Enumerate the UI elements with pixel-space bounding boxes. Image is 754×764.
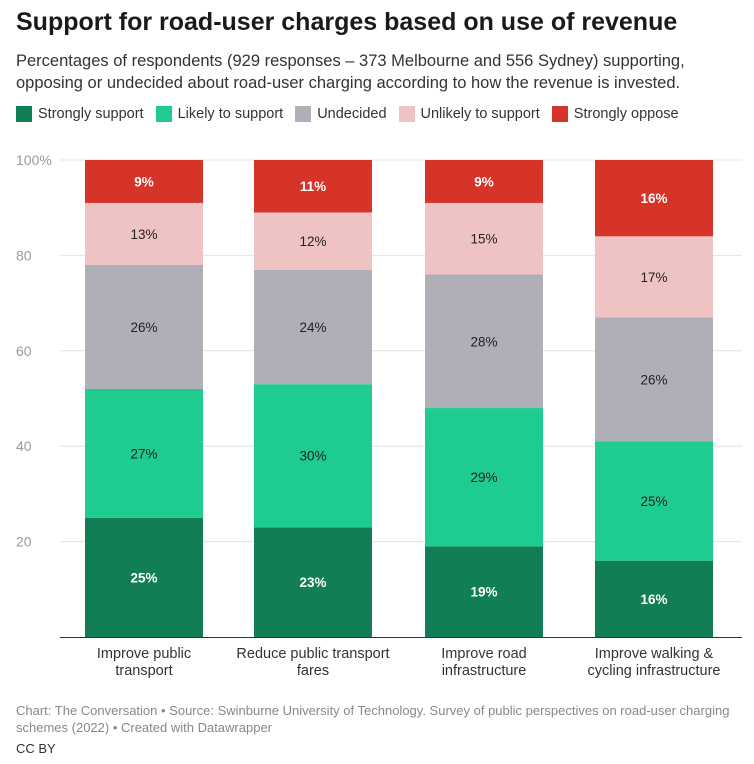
- legend-swatch: [155, 106, 172, 122]
- x-tick-label: Improve road infrastructure: [441, 646, 526, 679]
- data-label: 9%: [134, 174, 154, 189]
- x-tick-label-line: Reduce public transport: [236, 646, 389, 662]
- legend-label: Unlikely to support: [420, 106, 540, 122]
- x-tick-label-line: infrastructure: [442, 663, 527, 679]
- data-label: 11%: [300, 179, 326, 194]
- bar-segment: [254, 160, 372, 213]
- bar-segment: [425, 408, 543, 547]
- data-label: 29%: [470, 470, 497, 485]
- bar-segment: [85, 388, 203, 518]
- x-tick-label-line: Improve road: [441, 646, 526, 662]
- x-tick-label-line: Improve walking &: [595, 646, 714, 662]
- data-label: 25%: [130, 570, 157, 585]
- legend-item-strongly-support: Strongly support: [16, 106, 144, 122]
- legend-swatch: [295, 106, 312, 122]
- legend-label: Undecided: [317, 106, 387, 122]
- license-label: CC BY: [16, 741, 56, 756]
- data-label: 13%: [130, 227, 157, 242]
- bar-segment: [425, 202, 543, 275]
- data-label: 12%: [299, 234, 326, 249]
- y-tick-label: 20: [16, 534, 32, 550]
- x-tick-label: Improve walking & cycling infrastructure: [588, 646, 721, 679]
- data-label: 16%: [640, 592, 667, 607]
- bar-segment: [425, 274, 543, 409]
- legend-label: Strongly support: [38, 106, 144, 122]
- legend-item-undecided: Undecided: [295, 106, 387, 122]
- bar-segment: [85, 160, 203, 203]
- bar-segment: [425, 160, 543, 203]
- bar-segment: [595, 441, 713, 561]
- data-label: 23%: [299, 575, 326, 590]
- legend-swatch: [398, 106, 415, 122]
- data-label: 16%: [640, 191, 667, 206]
- bar-segment: [595, 160, 713, 237]
- data-label: 28%: [470, 334, 497, 349]
- bar-segment: [595, 560, 713, 637]
- x-tick-label-line: fares: [297, 663, 329, 679]
- data-label: 26%: [130, 320, 157, 335]
- y-tick-label: 100%: [16, 152, 52, 168]
- data-label: 25%: [640, 494, 667, 509]
- y-tick-label: 60: [16, 343, 32, 359]
- bar-segment: [254, 527, 372, 637]
- data-label: 19%: [470, 585, 497, 600]
- data-label: 17%: [640, 270, 667, 285]
- chart-subtitle: Percentages of respondents (929 response…: [16, 52, 685, 92]
- x-tick-label-line: cycling infrastructure: [588, 663, 721, 679]
- chart-legend: Strongly support Likely to support Undecid…: [16, 106, 691, 122]
- data-label: 30%: [299, 449, 326, 464]
- x-tick-label-line: Improve public: [97, 646, 191, 662]
- data-label: 27%: [130, 446, 157, 461]
- bar-segment: [85, 517, 203, 637]
- bar-segment: [254, 384, 372, 528]
- bar-segment: [425, 546, 543, 637]
- x-tick-label-line: transport: [115, 663, 172, 679]
- legend-label: Strongly oppose: [573, 106, 679, 122]
- bar-segment: [595, 236, 713, 318]
- legend-item-unlikely-to-support: Unlikely to support: [398, 106, 540, 122]
- data-label: 9%: [474, 174, 494, 189]
- bar-segment: [85, 264, 203, 389]
- y-tick-label: 40: [16, 438, 32, 454]
- x-tick-label: Reduce public transport fares: [236, 646, 389, 679]
- chart-source-note: Chart: The Conversation • Source: Swinbu…: [16, 703, 730, 735]
- legend-swatch: [16, 106, 32, 122]
- legend-item-strongly-oppose: Strongly oppose: [551, 106, 679, 122]
- bar-segment: [254, 269, 372, 385]
- x-tick-label: Improve public transport: [97, 646, 191, 679]
- legend-label: Likely to support: [177, 106, 284, 122]
- bar-segment: [85, 202, 203, 265]
- bar-segment: [595, 317, 713, 442]
- legend-item-likely-to-support: Likely to support: [155, 106, 284, 122]
- legend-swatch: [551, 106, 568, 122]
- bar-segment: [254, 212, 372, 270]
- data-label: 15%: [470, 232, 497, 247]
- data-label: 24%: [299, 320, 326, 335]
- data-label: 26%: [640, 372, 667, 387]
- y-tick-label: 80: [16, 247, 32, 263]
- chart-title: Support for road-user charges based on u…: [16, 8, 678, 36]
